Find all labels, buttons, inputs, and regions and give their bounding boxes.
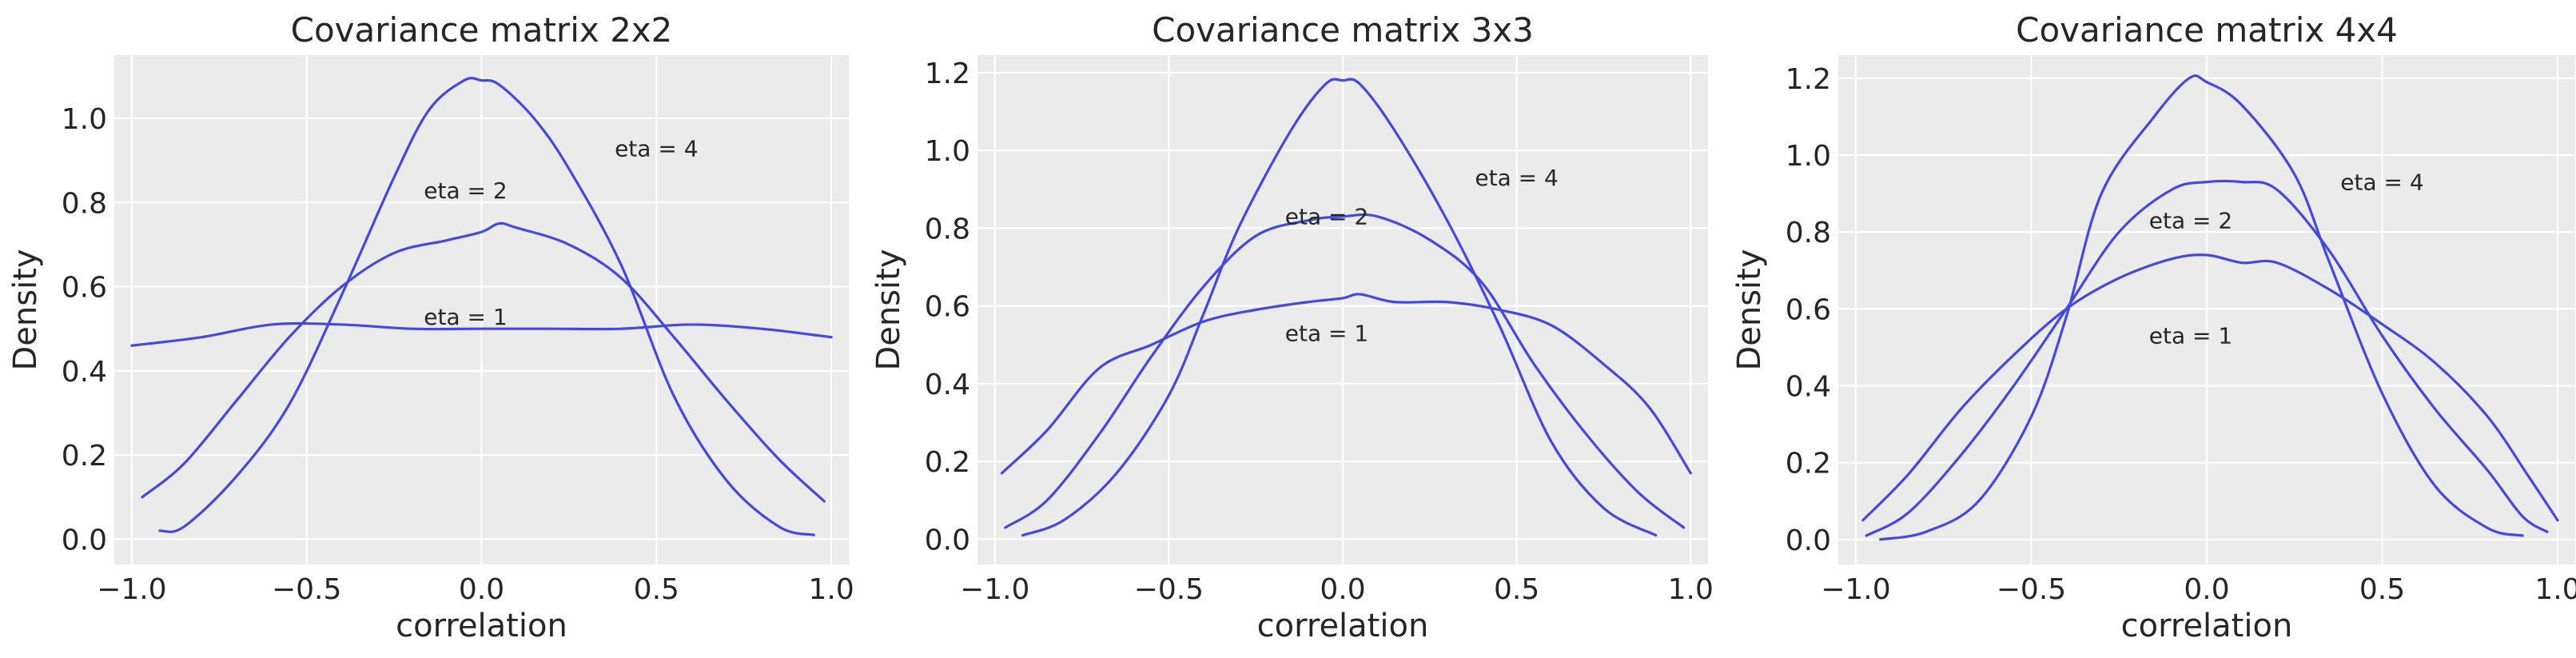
annotation-label: eta = 1 xyxy=(424,304,507,330)
y-tick-label: 0.0 xyxy=(1786,524,1831,557)
x-tick-label: 0.0 xyxy=(2184,573,2229,606)
x-tick-label: 0.5 xyxy=(634,573,679,606)
y-axis-label: Density xyxy=(7,249,44,370)
x-tick-label: −0.5 xyxy=(272,573,341,606)
y-tick-label: 1.2 xyxy=(925,58,970,90)
annotation-label: eta = 2 xyxy=(424,177,507,204)
annotation-label: eta = 1 xyxy=(1285,320,1368,346)
y-tick-label: 0.2 xyxy=(1786,448,1831,481)
x-axis-label: correlation xyxy=(396,608,567,644)
density-line-3 xyxy=(1879,74,2524,541)
x-tick-label: 1.0 xyxy=(1668,573,1714,606)
y-tick-label: 0.6 xyxy=(1786,293,1831,326)
x-tick-label: −0.5 xyxy=(1134,573,1204,606)
x-tick-label: 1.0 xyxy=(808,573,854,606)
y-tick-label: 0.4 xyxy=(62,356,107,389)
y-tick-label: 0.6 xyxy=(62,272,107,305)
annotation-label: eta = 4 xyxy=(1475,165,1558,191)
x-tick-label: −1.0 xyxy=(960,573,1029,606)
y-tick-label: 1.0 xyxy=(1786,140,1831,173)
annotation-label: eta = 2 xyxy=(1285,204,1368,230)
annotation-label: eta = 4 xyxy=(2340,169,2423,195)
chart-panel-3: −1.0 −0.5 0.0 0.5 1.0 0.0 0.2 0.4 0.6 0.8 1.0 1.2 Co… xyxy=(1731,10,2576,644)
y-tick-label: 0.0 xyxy=(62,524,107,556)
x-axis-label: correlation xyxy=(1257,608,1429,644)
y-tick-label: 0.8 xyxy=(62,187,107,220)
chart-title: Covariance matrix 2x2 xyxy=(291,10,673,50)
density-line-1 xyxy=(130,321,833,347)
annotation-label: eta = 4 xyxy=(615,135,698,162)
density-line-3 xyxy=(1021,78,1658,537)
x-tick-label: −1.0 xyxy=(97,573,166,606)
y-tick-label: 0.2 xyxy=(925,446,970,479)
x-tick-label: 0.0 xyxy=(1320,573,1365,606)
y-tick-label: 0.0 xyxy=(925,524,970,556)
density-line-2 xyxy=(1865,179,2549,537)
x-tick-label: −1.0 xyxy=(1821,573,1890,606)
x-tick-label: 0.5 xyxy=(2359,573,2405,606)
y-tick-label: 0.6 xyxy=(925,291,970,324)
density-line-1 xyxy=(1000,293,1692,475)
y-tick-label: 0.2 xyxy=(62,440,107,473)
annotation-label: eta = 1 xyxy=(2149,323,2232,349)
density-line-3 xyxy=(158,77,815,536)
y-tick-label: 0.8 xyxy=(925,213,970,245)
x-tick-label: 0.0 xyxy=(459,573,504,606)
y-tick-label: 0.8 xyxy=(1786,217,1831,249)
chart-title: Covariance matrix 3x3 xyxy=(1152,10,1534,50)
y-axis-label: Density xyxy=(1731,249,1768,370)
y-tick-label: 0.4 xyxy=(1786,370,1831,403)
y-tick-label: 1.0 xyxy=(62,103,107,136)
annotation-label: eta = 2 xyxy=(2149,207,2232,233)
y-tick-label: 1.0 xyxy=(925,135,970,168)
x-axis-label: correlation xyxy=(2121,608,2293,644)
x-tick-label: 0.5 xyxy=(1494,573,1539,606)
y-tick-label: 0.4 xyxy=(925,369,970,401)
density-line-1 xyxy=(1861,253,2559,522)
y-tick-label: 1.2 xyxy=(1786,63,1831,96)
chart-panel-2: −1.0 −0.5 0.0 0.5 1.0 0.0 0.2 0.4 0.6 0.8 1.0 1.2 Co… xyxy=(870,10,1714,644)
density-line-2 xyxy=(1004,213,1686,529)
x-tick-label: −0.5 xyxy=(1997,573,2066,606)
density-line-2 xyxy=(141,221,826,503)
chart-title: Covariance matrix 4x4 xyxy=(2016,10,2398,50)
chart-panel-1: −1.0 −0.5 0.0 0.5 1.0 0.0 0.2 0.4 0.6 0.8 1.0 Covar… xyxy=(7,10,854,644)
x-tick-label: 1.0 xyxy=(2534,573,2576,606)
y-axis-label: Density xyxy=(870,249,907,370)
